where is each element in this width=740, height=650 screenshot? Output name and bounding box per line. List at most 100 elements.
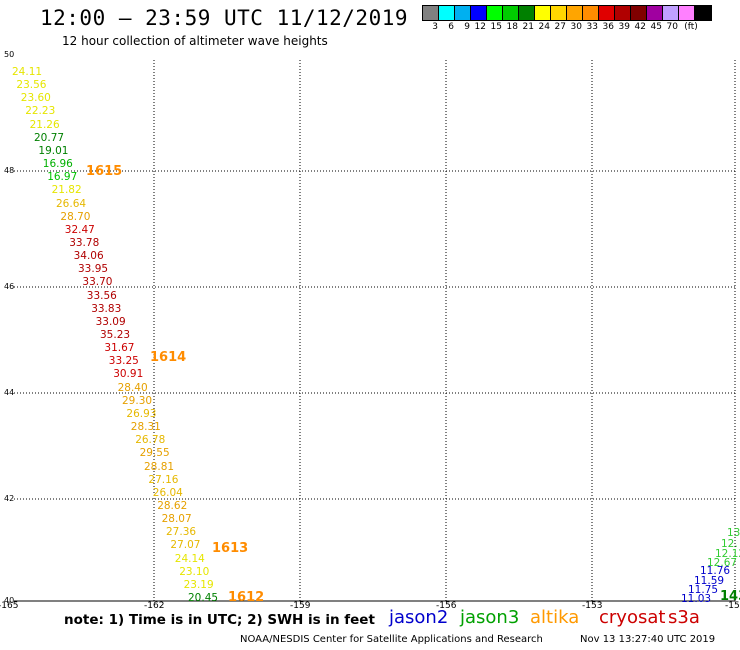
wave-height-reading: 23.56 <box>16 79 47 92</box>
wave-height-reading: 23.60 <box>20 92 51 105</box>
wave-height-reading: 24.11 <box>12 66 43 78</box>
wave-height-reading: 28.07 <box>161 513 192 526</box>
wave-height-reading: 28.62 <box>157 499 188 512</box>
legend-label: 33 <box>586 22 598 32</box>
wave-height-reading: 33.83 <box>91 302 122 315</box>
right-pass-id: 143 <box>720 589 740 604</box>
longitude-label: -15 <box>725 601 740 611</box>
wave-height-reading: 27.16 <box>148 473 179 486</box>
wave-height-reading: 12. <box>721 538 738 550</box>
legend-label: 18 <box>506 22 518 32</box>
wave-height-reading: 13 <box>727 527 740 539</box>
wave-height-reading: 20.77 <box>34 131 65 144</box>
legend-swatch <box>599 6 615 20</box>
legend-label: 21 <box>522 22 534 32</box>
pass-id-label: 1614 <box>150 350 187 365</box>
latitude-label: 44 <box>4 388 15 397</box>
legend-label: 39 <box>618 22 630 32</box>
page-subtitle: 12 hour collection of altimeter wave hei… <box>62 34 328 48</box>
legend-label: 30 <box>570 22 582 32</box>
wave-height-reading: 31.67 <box>104 342 135 355</box>
legend-swatch <box>615 6 631 20</box>
latitude-label: 40 <box>4 596 15 605</box>
page-title: 12:00 — 23:59 UTC 11/12/2019 <box>40 6 409 30</box>
wave-height-reading: 29.30 <box>122 394 153 407</box>
satellite-legend-s3a: s3a <box>668 607 700 628</box>
legend-label: 70 <box>666 22 678 32</box>
wave-height-reading: 28.70 <box>60 210 91 223</box>
wave-height-reading: 28.40 <box>117 381 148 394</box>
wave-height-reading: 11.75 <box>688 584 719 596</box>
legend-swatch <box>631 6 647 20</box>
wave-height-reading: 21.82 <box>51 184 82 197</box>
legend-swatch <box>679 6 695 20</box>
wave-height-reading: 33.25 <box>108 355 139 368</box>
latitude-label: 42 <box>4 494 15 503</box>
legend-swatch <box>439 6 455 20</box>
legend-label: 12 <box>474 22 486 32</box>
legend-swatch <box>695 6 711 20</box>
wave-height-reading: 11.59 <box>694 575 725 587</box>
legend-swatch <box>471 6 487 20</box>
wave-height-reading: 28.31 <box>130 421 161 434</box>
map-area <box>14 60 736 602</box>
wave-height-reading: 33.70 <box>82 276 113 289</box>
satellite-legend-jason2: jason2 <box>389 607 449 628</box>
latitude-label: 48 <box>4 166 15 175</box>
legend-label: 3 <box>432 22 438 32</box>
wave-height-reading: 26.04 <box>152 486 183 499</box>
latitude-label: 46 <box>4 282 15 291</box>
wave-height-reading: 12.67 <box>707 557 738 569</box>
longitude-label: -153 <box>582 601 603 611</box>
legend-label: 24 <box>538 22 550 32</box>
legend-swatch <box>583 6 599 20</box>
wave-height-reading: 30.91 <box>113 368 144 381</box>
wave-height-reading: 22.23 <box>25 105 56 118</box>
legend-swatch <box>519 6 535 20</box>
wave-height-reading: 27.36 <box>166 526 197 539</box>
legend-label: 36 <box>602 22 614 32</box>
wave-height-reading: 11.76 <box>700 565 731 577</box>
latitude-label: 50 <box>4 50 15 59</box>
wave-height-reading: 34.06 <box>73 250 104 263</box>
wave-height-reading: 35.23 <box>100 329 131 341</box>
legend-label: 27 <box>554 22 566 32</box>
legend-swatch <box>535 6 551 20</box>
wave-height-reading: 19.01 <box>38 144 69 157</box>
longitude-label: -162 <box>144 601 165 611</box>
wave-height-reading: 33.78 <box>69 236 100 249</box>
legend-swatch <box>663 6 679 20</box>
wave-height-reading: 23.19 <box>183 578 214 591</box>
wave-height-reading: 20.45 <box>188 592 219 604</box>
legend-swatch <box>503 6 519 20</box>
note-text: note: 1) Time is in UTC; 2) SWH is in fe… <box>64 612 375 628</box>
legend-swatch <box>423 6 439 20</box>
legend-label: 6 <box>448 22 454 32</box>
wave-height-reading: 26.64 <box>56 197 87 210</box>
wave-height-reading: 33.95 <box>78 263 109 276</box>
legend-swatch <box>455 6 471 20</box>
wave-height-reading: 12.12 <box>715 548 740 560</box>
wave-height-reading: 16.97 <box>47 171 78 184</box>
legend-swatch <box>487 6 503 20</box>
legend-label: 42 <box>634 22 646 32</box>
footer-timestamp: Nov 13 13:27:40 UTC 2019 <box>580 634 716 645</box>
wave-height-reading: 16.96 <box>42 158 73 171</box>
wave-height-reading: 33.56 <box>86 289 117 302</box>
longitude-label: -165 <box>0 601 19 611</box>
satellite-legend-altika: altika <box>530 607 580 628</box>
legend-label: 15 <box>490 22 502 32</box>
legend-swatch <box>647 6 663 20</box>
color-legend-bar <box>422 5 712 21</box>
legend-label: 45 <box>650 22 662 32</box>
color-legend-labels: 3 6 9 12 15 18 21 24 27 30 33 36 39 42 45 70 (ft) <box>422 22 704 32</box>
legend-swatch <box>567 6 583 20</box>
footer-credit: NOAA/NESDIS Center for Satellite Applica… <box>240 634 543 645</box>
satellite-legend-jason3: jason3 <box>460 607 520 628</box>
wave-height-reading: 26.93 <box>126 407 157 420</box>
longitude-label: -156 <box>436 601 457 611</box>
wave-height-reading: 11.03 <box>681 593 712 605</box>
map-grid <box>14 60 736 602</box>
wave-height-reading: 33.09 <box>95 315 126 328</box>
wave-height-reading: 24.14 <box>174 552 205 565</box>
